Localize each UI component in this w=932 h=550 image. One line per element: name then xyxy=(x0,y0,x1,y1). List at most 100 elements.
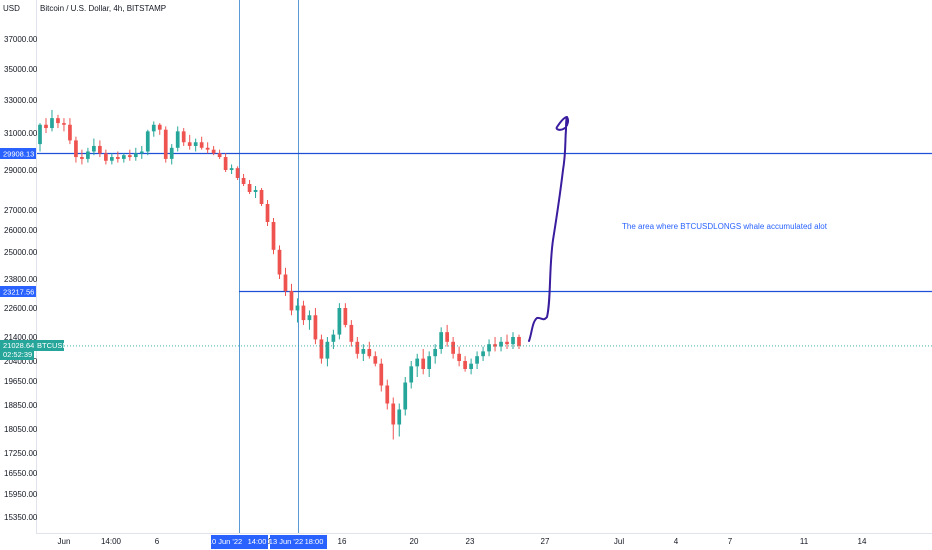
current-price-tag xyxy=(0,340,34,360)
candle-body xyxy=(391,403,396,425)
candle-body xyxy=(169,147,174,159)
candle-body xyxy=(331,334,336,342)
candle-body xyxy=(301,305,306,321)
level-price-tag xyxy=(0,148,36,159)
price-tick-label: 21400.00 xyxy=(4,333,38,342)
candle-body xyxy=(92,145,96,152)
time-tick-label: Jun xyxy=(58,537,71,546)
price-tick-label: 35000.00 xyxy=(4,65,38,74)
candle-body xyxy=(277,249,282,275)
time-tick-label: 7 xyxy=(728,537,733,546)
candle-body xyxy=(295,305,300,311)
candle-body xyxy=(145,131,150,152)
candle-body xyxy=(463,361,467,369)
candle-body xyxy=(421,358,426,369)
candle-body xyxy=(157,124,162,130)
candle-body xyxy=(50,118,54,129)
time-tick-label: 14:00 xyxy=(101,537,122,546)
candle-body xyxy=(109,157,114,161)
vertical-marker-label-bg xyxy=(270,535,327,549)
candle-body xyxy=(499,341,503,347)
time-tick-label: 11 xyxy=(800,537,809,546)
price-tick-label: 15950.00 xyxy=(4,490,38,499)
level-price-tag-text: 29908.13 xyxy=(3,150,34,159)
candle-body xyxy=(247,184,252,192)
candle-body xyxy=(193,142,198,146)
candle-body xyxy=(505,341,509,345)
candle-body xyxy=(445,332,450,342)
price-tick-label: 20400.00 xyxy=(4,357,38,366)
time-tick-label: Jul xyxy=(614,537,624,546)
candle-body xyxy=(265,204,270,222)
price-tick-label: 18050.00 xyxy=(4,425,38,434)
chart-title: Bitcoin / U.S. Dollar, 4h, BITSTAMP xyxy=(40,4,166,13)
candle-body xyxy=(121,155,126,159)
candle-body xyxy=(325,341,330,359)
candle-body xyxy=(355,341,360,354)
vertical-marker-label: 14:00 xyxy=(248,537,267,546)
candle-body xyxy=(127,155,132,158)
candle-body xyxy=(74,140,78,158)
candle-body xyxy=(409,366,414,383)
candle-body xyxy=(457,353,461,361)
candle-body xyxy=(433,349,438,357)
candle-body xyxy=(80,157,84,159)
candle-body xyxy=(133,153,138,158)
candle-body xyxy=(385,385,390,404)
price-tick-label: 25000.00 xyxy=(4,248,38,257)
price-tick-label: 22600.00 xyxy=(4,304,38,313)
candle-body xyxy=(511,337,515,345)
symbol-tag-text: BTCUSD xyxy=(37,341,68,350)
candle-body xyxy=(487,344,491,352)
candle-body xyxy=(469,363,473,369)
candle-body xyxy=(175,131,180,148)
candle-body xyxy=(217,153,222,158)
candle-body xyxy=(229,168,234,170)
candle-body xyxy=(415,358,420,367)
time-tick-label: 27 xyxy=(541,537,550,546)
currency-label: USD xyxy=(3,4,20,13)
candle-body xyxy=(271,222,276,250)
candle-body xyxy=(223,157,228,170)
time-tick-label: 23 xyxy=(466,537,475,546)
projection-drawing[interactable] xyxy=(528,116,570,342)
candle-body xyxy=(493,344,497,347)
candle-body xyxy=(361,349,366,354)
candle-body xyxy=(199,142,204,148)
price-axis-ticks: 37000.00 35000.00 33000.00 31000.00 29000.00… xyxy=(4,35,38,522)
candle-body xyxy=(349,324,354,342)
time-tick-label: 16 xyxy=(338,537,347,546)
price-tick-label: 31000.00 xyxy=(4,129,38,138)
current-price-value: 21028.64 xyxy=(3,341,34,350)
annotation-text[interactable]: The area where BTCUSDLONGS whale accumul… xyxy=(622,222,828,231)
candle-body xyxy=(397,409,402,425)
candle-body xyxy=(235,168,240,178)
horizontal-levels[interactable] xyxy=(37,152,932,293)
candle-body xyxy=(86,151,90,159)
candle-body xyxy=(187,142,192,146)
current-price-countdown: 02:52:39 xyxy=(3,350,32,359)
candle-body xyxy=(481,351,485,357)
time-tick-label: 14 xyxy=(858,537,867,546)
price-tick-label: 15350.00 xyxy=(4,513,38,522)
candle-body xyxy=(62,123,66,125)
candle-body xyxy=(451,341,455,354)
price-tick-label: 37000.00 xyxy=(4,35,38,44)
candle-body xyxy=(289,291,294,311)
vertical-marker-label: 18:00 xyxy=(305,537,324,546)
candle-body xyxy=(439,332,444,349)
candle-body xyxy=(205,147,210,150)
price-tick-label: 23800.00 xyxy=(4,275,38,284)
price-tick-label: 26000.00 xyxy=(4,226,38,235)
candle-body xyxy=(337,308,342,335)
price-tick-label: 16550.00 xyxy=(4,469,38,478)
candle-body xyxy=(44,124,48,129)
candle-body xyxy=(151,124,156,132)
price-tick-label: 27000.00 xyxy=(4,206,38,215)
candle-body xyxy=(241,178,246,184)
price-tick-label: 33000.00 xyxy=(4,96,38,105)
candle-body xyxy=(68,124,72,141)
candle-body xyxy=(307,315,312,321)
